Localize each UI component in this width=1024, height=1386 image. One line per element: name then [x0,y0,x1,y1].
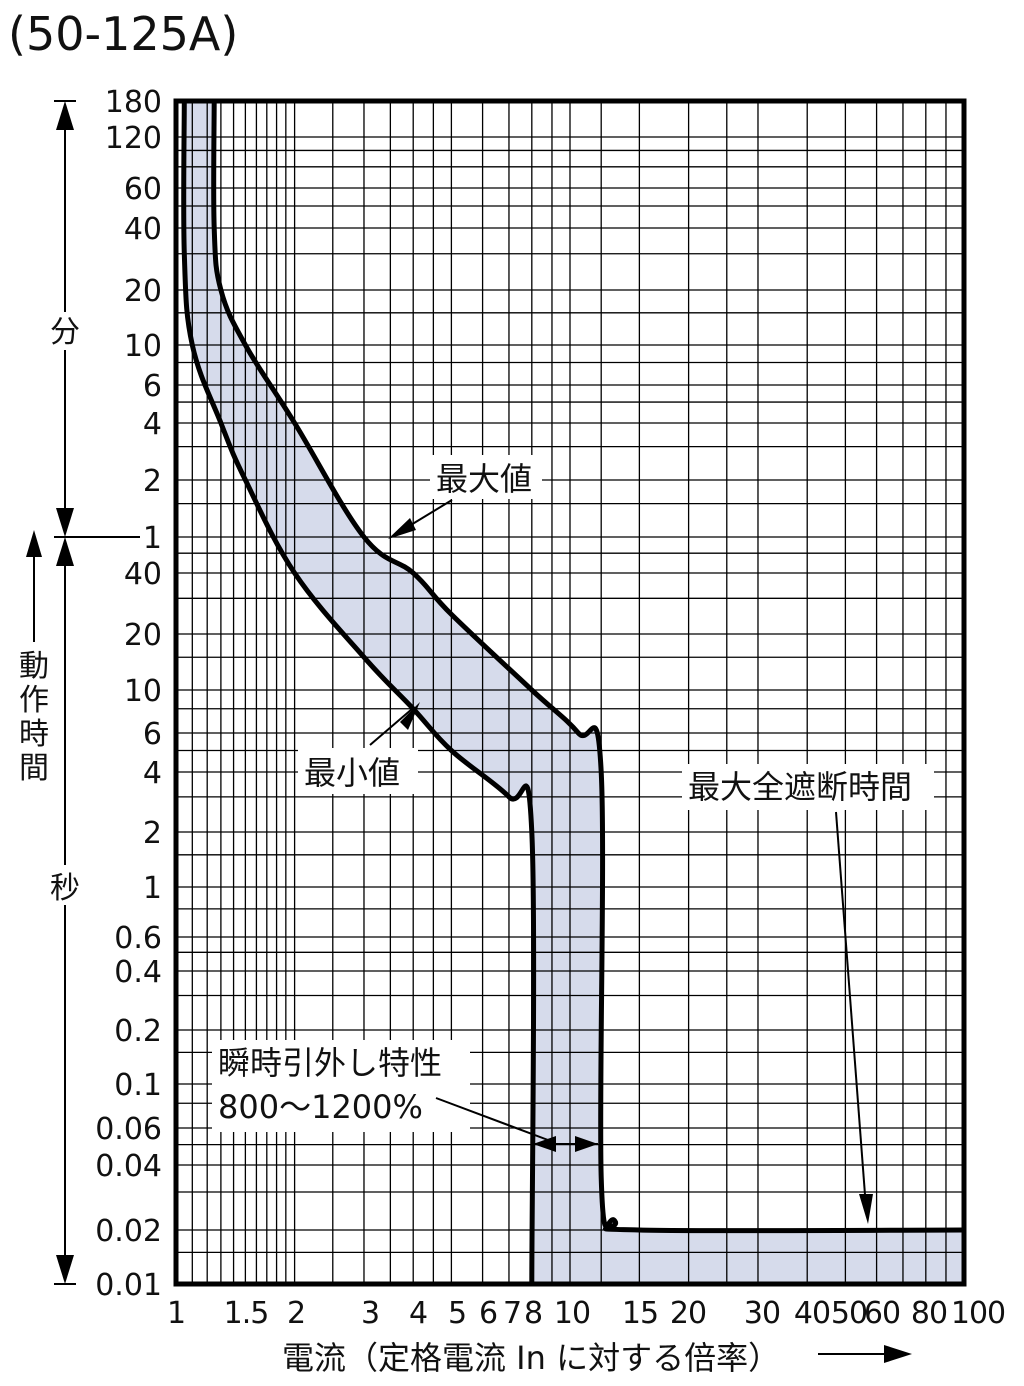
x-tick-7: 7 [503,1296,521,1331]
y-tick-min-1: 120 [105,121,162,156]
x-axis-label: 電流（定格電流 In に対する倍率） [282,1339,780,1377]
x-tick-10: 15 [622,1296,658,1331]
y-tick-sec-1: 20 [124,618,162,653]
y-tick-min-0: 180 [105,85,162,120]
x-tick-1: 1.5 [224,1296,269,1331]
x-tick-6: 6 [479,1296,497,1331]
max-value-curve [211,100,965,1234]
x-tick-5: 5 [448,1296,466,1331]
y-tick-sec-12: 0.04 [95,1149,162,1184]
y-tick-sec-0: 40 [124,557,162,592]
y-tick-min-2: 60 [124,172,162,207]
x-tick-14: 50 [831,1296,867,1331]
seconds-unit-label: 秒 [50,871,80,906]
minutes-unit-label: 分 [50,315,80,350]
x-tick-9: 10 [554,1296,590,1331]
y-tick-sec-13: 0.02 [95,1214,162,1249]
y-tick-sec-11: 0.06 [95,1112,162,1147]
x-tick-4: 4 [409,1296,427,1331]
min-value-label: 最小値 [304,754,400,792]
max-total-interrupt-label: 最大全遮断時間 [688,768,912,806]
x-tick-0: 1 [167,1296,185,1331]
y-tick-min-7: 4 [143,407,162,442]
instant-trip-range-label: 800〜1200% [218,1088,423,1126]
x-tick-16: 80 [911,1296,947,1331]
x-axis-arrow [818,1345,912,1363]
trip-band [183,101,964,1284]
y-tick-min-8: 2 [143,464,162,499]
x-tick-13: 40 [794,1296,830,1331]
x-tick-3: 3 [361,1296,379,1331]
y-tick-min-6: 6 [143,369,162,404]
x-tick-8: 8 [524,1296,542,1331]
y-tick-sec-7: 0.6 [114,921,162,956]
x-tick-12: 30 [744,1296,780,1331]
y-tick-sec-8: 0.4 [114,955,162,990]
trip-band-fill [183,101,964,1284]
y-axis-label-char-3: 間 [19,751,49,786]
curve-lines [181,100,965,1285]
y-tick-sec-6: 1 [143,871,162,906]
x-tick-11: 20 [670,1296,706,1331]
y-tick-sec-4: 4 [143,756,162,791]
y-tick-sec-2: 10 [124,674,162,709]
y-tick-labels: 18012060402010642140201064210.60.40.20.1… [95,85,162,1303]
annotations: 最大値 最小値 最大全遮断時間 瞬時引外し特性 800〜1200% [212,455,934,1224]
y-tick-sec-5: 2 [143,816,162,851]
x-tick-15: 60 [864,1296,900,1331]
plot-frame [173,98,967,1287]
y-tick-min-5: 10 [124,329,162,364]
y-tick-min-4: 20 [124,274,162,309]
y-tick-min-3: 40 [124,212,162,247]
y-tick-sec-3: 6 [143,717,162,752]
chart-title: (50-125A) [8,7,238,61]
y-axis-label-char-0: 動 [19,649,49,684]
min-value-curve [181,100,537,1285]
y-tick-sec-10: 0.1 [114,1068,162,1103]
y-tick-sec-9: 0.2 [114,1014,162,1049]
x-tick-17: 100 [951,1296,1005,1331]
instant-trip-label: 瞬時引外し特性 [218,1044,442,1082]
y-tick-sec-14: 0.01 [95,1268,162,1303]
x-tick-2: 2 [287,1296,305,1331]
y-tick-min-9: 1 [143,521,162,556]
y-axis-label-char-1: 作 [19,683,49,718]
max-value-label: 最大値 [436,460,532,498]
y-axis-label-char-2: 時 [19,717,49,752]
